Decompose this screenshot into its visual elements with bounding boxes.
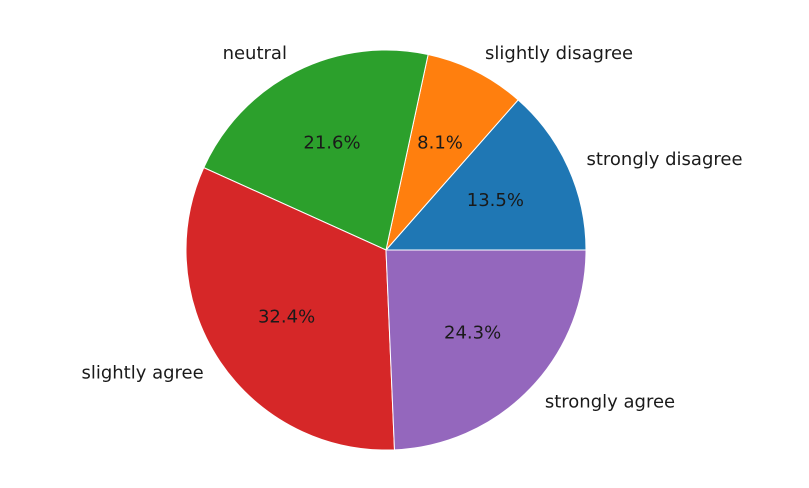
category-label-slightly-agree: slightly agree: [81, 363, 203, 384]
slice-neutral: [203, 49, 429, 251]
slice-strongly-agree: [385, 249, 587, 451]
percentage-labels: 13.5% 8.1% 21.6% 32.4% 24.3%: [258, 132, 524, 343]
pct-label-strongly-disagree: 13.5%: [467, 190, 524, 211]
category-label-neutral: neutral: [223, 43, 287, 64]
pct-label-neutral: 21.6%: [303, 132, 360, 153]
pct-label-strongly-agree: 24.3%: [444, 323, 501, 344]
slice-slightly-agree: [185, 166, 396, 451]
pct-label-slightly-disagree: 8.1%: [417, 132, 463, 153]
category-label-strongly-agree: strongly agree: [545, 392, 675, 413]
category-labels: strongly disagree slightly disagree neutra…: [81, 43, 742, 413]
category-label-strongly-disagree: strongly disagree: [586, 149, 742, 170]
category-label-slightly-disagree: slightly disagree: [485, 43, 633, 64]
slice-strongly-disagree: [384, 99, 587, 251]
slice-slightly-disagree: [385, 53, 519, 252]
pct-label-slightly-agree: 32.4%: [258, 307, 315, 328]
pie-slices: [185, 49, 587, 451]
